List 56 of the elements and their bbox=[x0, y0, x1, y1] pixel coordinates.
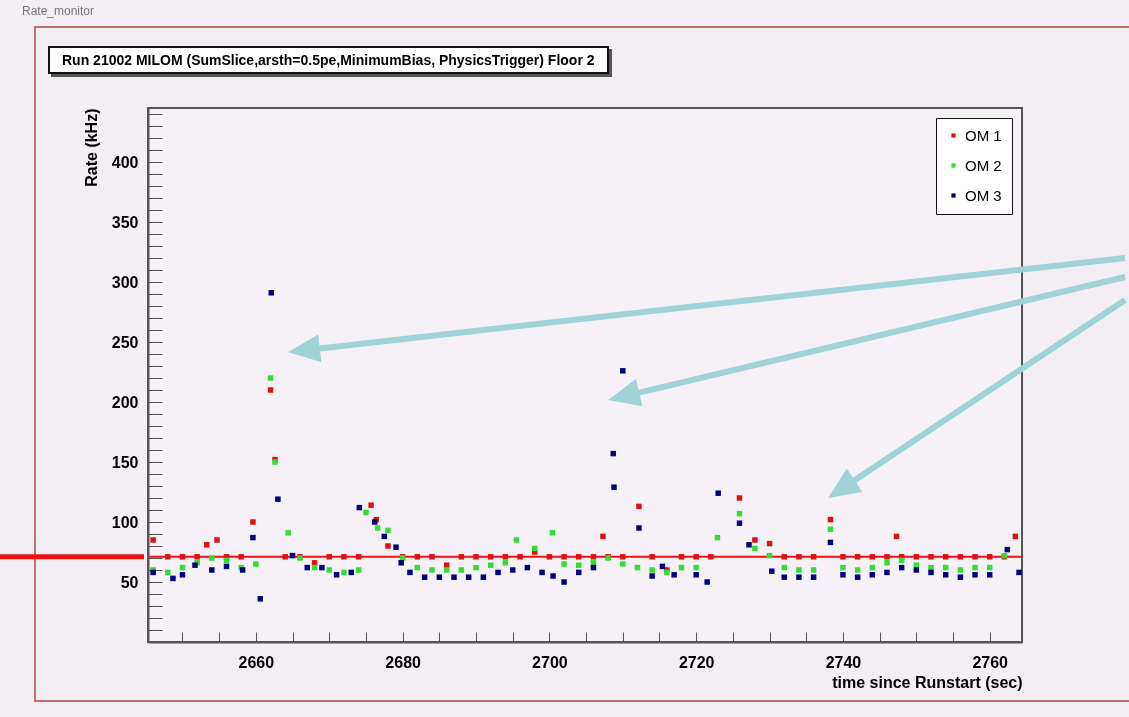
point bbox=[781, 564, 787, 571]
x-tick-label: 2760 bbox=[972, 653, 1009, 671]
point bbox=[374, 525, 381, 531]
point bbox=[513, 537, 520, 543]
y-tick-label: 400 bbox=[111, 153, 139, 171]
point bbox=[285, 530, 291, 536]
point bbox=[443, 567, 450, 573]
point bbox=[972, 564, 978, 571]
point bbox=[576, 562, 582, 568]
point bbox=[253, 561, 259, 567]
legend-label: OM 2 bbox=[965, 156, 1002, 174]
chart-title: Run 21002 MILOM (SumSlice,arsth=0.5pe,MinimumBias, PhysicsTrigger) Floor 2 bbox=[48, 46, 609, 74]
point bbox=[209, 555, 215, 561]
point bbox=[840, 564, 846, 571]
point bbox=[429, 567, 435, 573]
y-tick-label: 50 bbox=[120, 573, 139, 591]
point bbox=[810, 567, 817, 573]
point bbox=[267, 375, 274, 381]
point bbox=[620, 561, 626, 567]
point bbox=[649, 567, 655, 573]
point bbox=[487, 562, 494, 568]
point bbox=[549, 530, 556, 536]
x-tick-label: 2680 bbox=[385, 653, 422, 671]
point bbox=[458, 567, 465, 573]
text: Rate_monitor bbox=[22, 4, 95, 18]
point bbox=[827, 526, 834, 532]
point bbox=[341, 569, 347, 576]
legend-label: OM 3 bbox=[965, 186, 1002, 204]
point bbox=[693, 564, 699, 571]
y-axis-title: Rate (kHz) bbox=[82, 108, 100, 187]
point bbox=[561, 561, 567, 567]
y-tick-label: 200 bbox=[111, 393, 139, 411]
y-tick-label: 100 bbox=[111, 513, 139, 531]
point bbox=[884, 560, 890, 566]
point bbox=[854, 567, 861, 573]
x-tick-label: 2660 bbox=[238, 653, 275, 671]
point bbox=[502, 560, 509, 566]
y-tick-label: 300 bbox=[111, 273, 139, 291]
point bbox=[355, 567, 362, 573]
y-tick-label: 250 bbox=[111, 333, 139, 351]
point bbox=[473, 564, 479, 571]
point bbox=[326, 567, 332, 573]
y-tick-label: 150 bbox=[111, 453, 139, 471]
point bbox=[363, 509, 369, 516]
point bbox=[957, 567, 964, 573]
point bbox=[752, 545, 758, 552]
x-tick-label: 2740 bbox=[825, 653, 862, 671]
point bbox=[165, 569, 171, 576]
legend-label: OM 1 bbox=[965, 126, 1002, 144]
point bbox=[928, 564, 934, 571]
x-tick-label: 2700 bbox=[532, 653, 568, 671]
x-tick-label: 2720 bbox=[678, 653, 715, 671]
point bbox=[796, 567, 802, 573]
y-tick-label: 350 bbox=[111, 213, 139, 231]
x-axis-title: time since Runstart (sec) bbox=[832, 673, 1023, 691]
point bbox=[385, 527, 391, 534]
